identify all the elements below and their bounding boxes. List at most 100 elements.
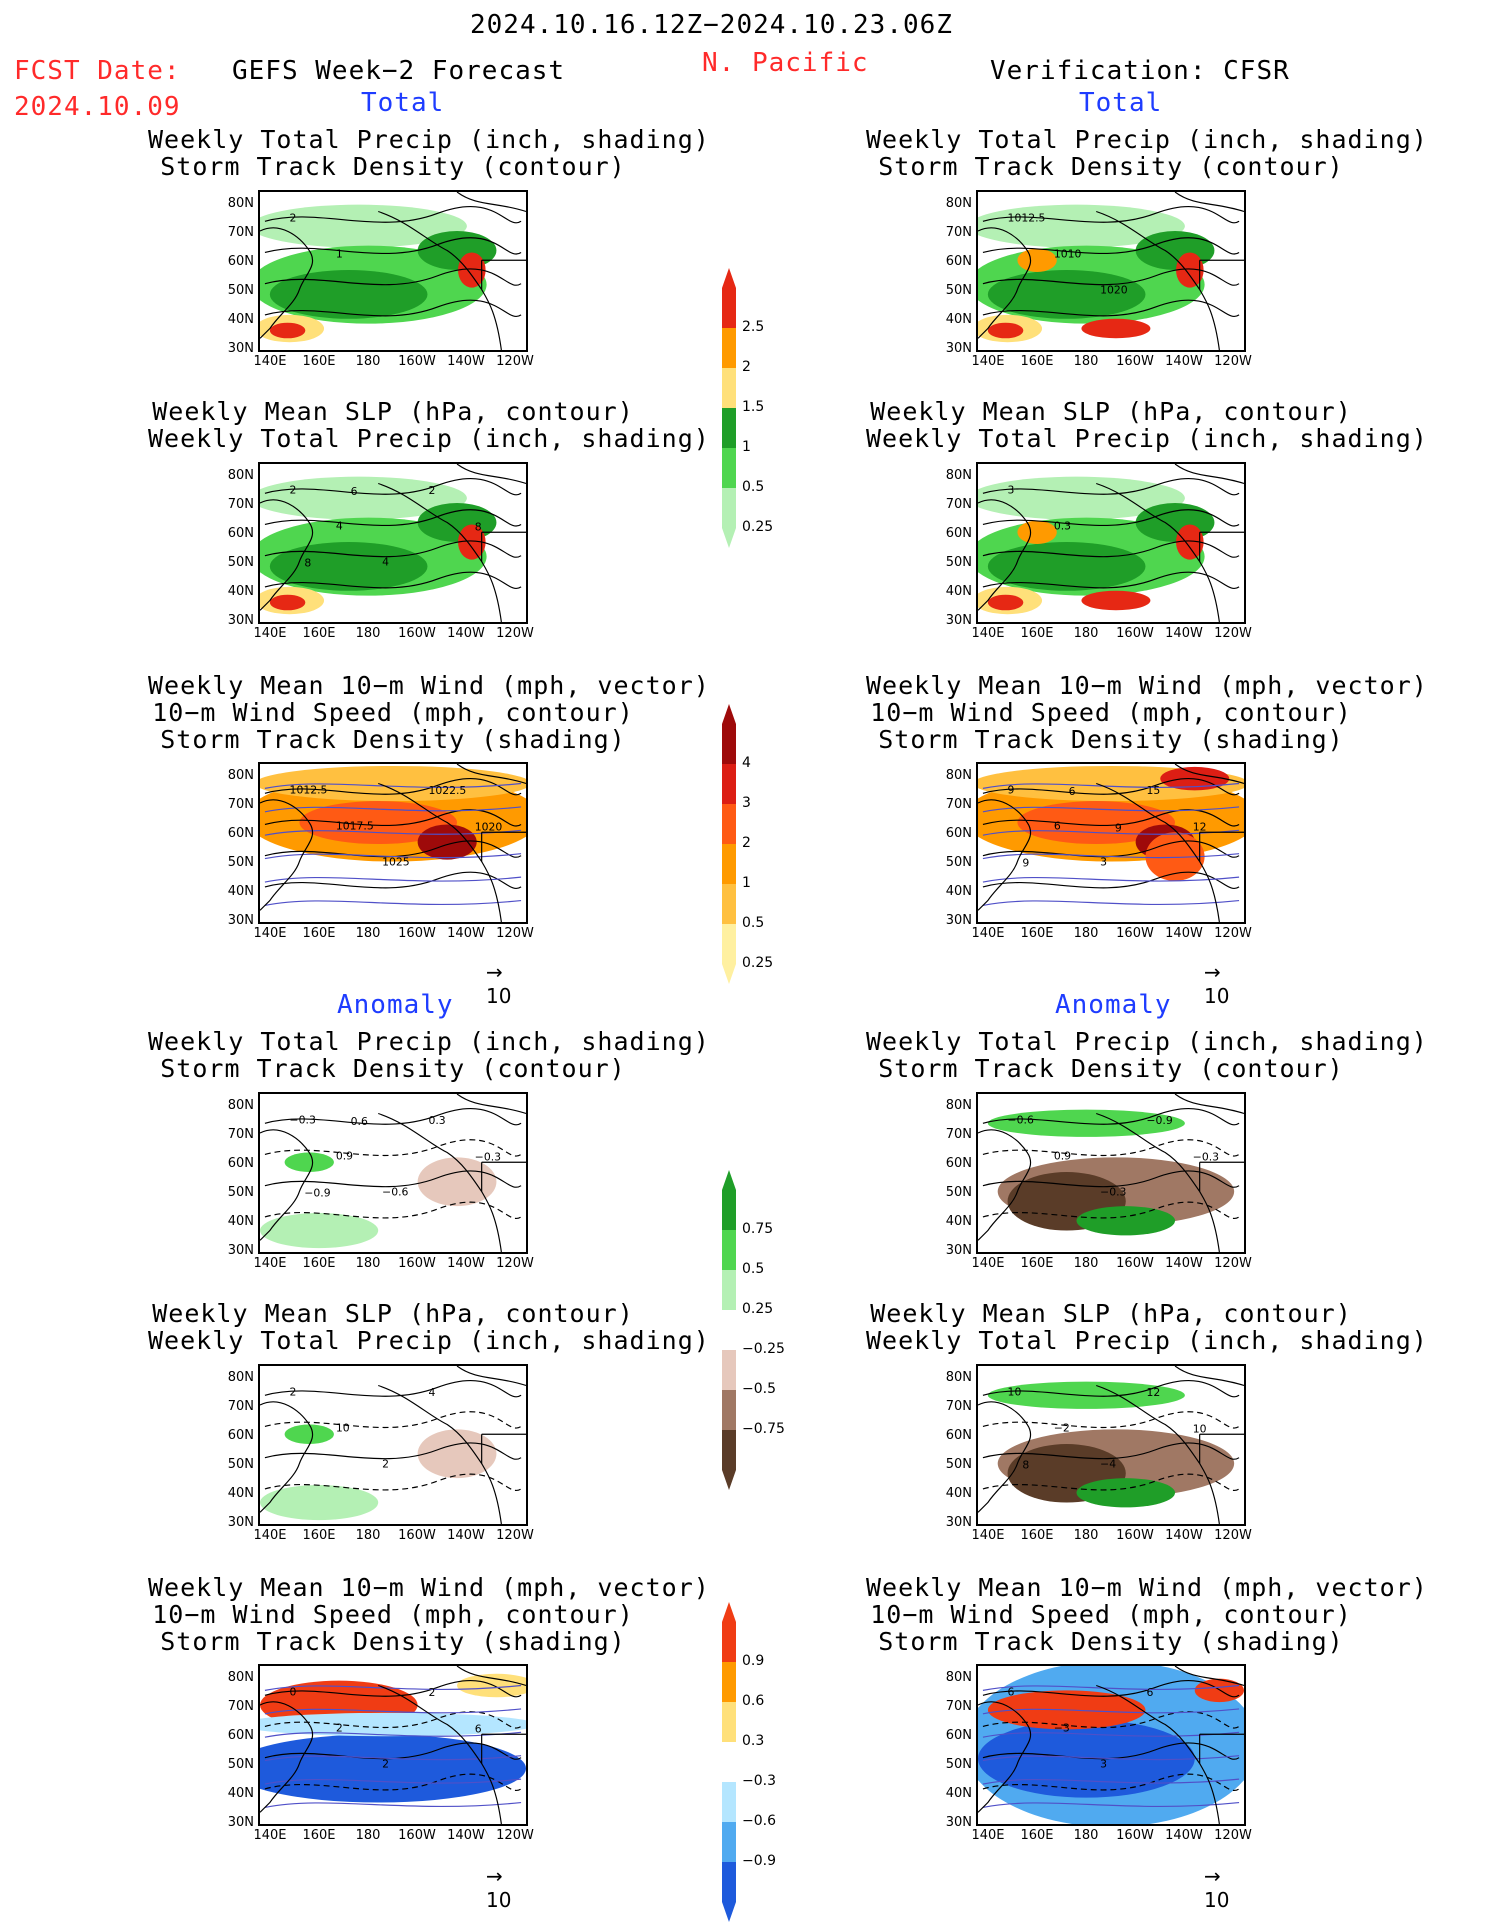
p12-map: 6 −3 3 6 [976, 1664, 1246, 1826]
p11-lat-label: 40N [227, 1786, 254, 1801]
p6-lat-label: 40N [945, 884, 972, 899]
section-total-right: Total [1079, 88, 1163, 118]
p10-lon-label: 140E [971, 1528, 1005, 1543]
p7-contour-label: 0.3 [428, 1114, 445, 1127]
p6-lon-label: 160E [1020, 926, 1054, 941]
p10-lat-label: 50N [945, 1457, 972, 1472]
p1-lon-label: 120W [496, 354, 534, 369]
p11-wind-vector-field [264, 1801, 522, 1808]
p11-title: Weekly Mean 10−m Wind (mph, vector) 10−m … [148, 1574, 709, 1655]
p3-map: 2 4 4 2 8 8 6 [258, 462, 528, 624]
p4-lat-label: 50N [945, 555, 972, 570]
p6-contour-label: 12 [1193, 820, 1207, 833]
p3-contour-label: 8 [475, 520, 482, 533]
p12-wind-vector-field [982, 1801, 1240, 1808]
p12-contour-label: −3 [1054, 1721, 1070, 1734]
colorbar-segment [722, 1390, 736, 1430]
p5-lon-label: 120W [496, 926, 534, 941]
p5-contour [264, 777, 522, 796]
colorbar-label: 4 [742, 755, 751, 771]
p5-coast-asia [260, 799, 314, 911]
p1-contour-label: 1 [336, 247, 343, 260]
p12-contour-label: 3 [1100, 1757, 1107, 1770]
p9-title-line: Weekly Mean SLP (hPa, contour) [152, 1299, 634, 1328]
colorbar-arrow-top [722, 704, 736, 724]
colorbar-segment [722, 884, 736, 924]
p7-lon-label: 140E [253, 1256, 287, 1271]
p5-lat-label: 80N [227, 768, 254, 783]
p10-contour [982, 1442, 1240, 1460]
p10-lat-label: 70N [945, 1399, 972, 1414]
colorbar-segment [722, 1230, 736, 1270]
p1-lon-label: 160W [398, 354, 436, 369]
p1-title: Weekly Total Precip (inch, shading) Storm… [148, 126, 709, 181]
p1-lat-label: 70N [227, 225, 254, 240]
colorbar-segment [722, 1350, 736, 1390]
p7-shade [284, 1152, 334, 1173]
fcst-date-label: FCST Date: [14, 56, 181, 86]
p1-shade [260, 204, 467, 248]
p3-shade [458, 524, 486, 560]
p11-lat-label: 70N [227, 1699, 254, 1714]
section-anomaly-right: Anomaly [1055, 990, 1172, 1020]
p6-title-line: Storm Track Density (shading) [878, 725, 1344, 754]
p5-wind-vector-field [264, 806, 522, 813]
p7-title-line: Storm Track Density (contour) [160, 1054, 626, 1083]
p2-shade [987, 270, 1146, 319]
p7-lat-label: 40N [227, 1214, 254, 1229]
p1-coast-na [378, 210, 502, 350]
p9-lat-label: 50N [227, 1457, 254, 1472]
p1-title-line: Storm Track Density (contour) [160, 152, 626, 181]
p8-lon-label: 140W [1165, 1256, 1203, 1271]
colorbar-label: 0.25 [742, 955, 774, 971]
p6-contour [982, 840, 1240, 858]
p10-lon-label: 140W [1165, 1528, 1203, 1543]
p7-contour-label: 0.6 [351, 1115, 368, 1128]
p12-lat-label: 70N [945, 1699, 972, 1714]
p3-lon-label: 180 [355, 626, 381, 641]
p3-contour-label: 2 [428, 484, 435, 497]
p8-lon-label: 140E [971, 1256, 1005, 1271]
p4-shade [1176, 524, 1204, 560]
p7-contour-label: −0.9 [304, 1186, 330, 1199]
p10-shade [1076, 1478, 1176, 1508]
p2-coast-arctic [1174, 192, 1244, 213]
colorbar-precip-anomaly [722, 1170, 736, 1490]
colorbar-label: 0.5 [742, 479, 765, 495]
colorbar-segment [722, 1782, 736, 1822]
p6-shade [1145, 832, 1205, 882]
p11-contour-label: 2 [428, 1686, 435, 1699]
colorbar-label: 1 [742, 875, 751, 891]
p11-lon-label: 140W [447, 1828, 485, 1843]
p2-lat-label: 60N [945, 254, 972, 269]
p3-lat-label: 80N [227, 468, 254, 483]
p4-lon-label: 160W [1116, 626, 1154, 641]
p3-lon-label: 140W [447, 626, 485, 641]
p1-contour [264, 299, 522, 317]
colorbar-label: 1 [742, 439, 751, 455]
p10-contour-label: 8 [1022, 1458, 1029, 1471]
p5-shade [260, 765, 526, 802]
p5-lat-label: 30N [227, 913, 254, 928]
colorbar-arrow-bottom [722, 528, 736, 548]
p8-map: −0.6 0.9 −0.3 −0.9 −0.3 [976, 1092, 1246, 1254]
p1-lon-label: 160E [302, 354, 336, 369]
p6-lon-label: 140W [1165, 926, 1203, 941]
p11-lat-label: 80N [227, 1670, 254, 1685]
p7-lon-label: 160W [398, 1256, 436, 1271]
colorbar-segment [722, 408, 736, 448]
p8-lat-label: 70N [945, 1127, 972, 1142]
p9-contour [264, 1379, 522, 1398]
p2-border [1199, 259, 1244, 290]
p10-contour-label: 10 [1008, 1385, 1022, 1398]
colorbar-segment [722, 1822, 736, 1862]
p5-map: 1012.5 1017.5 1025 1022.5 1020 [258, 762, 528, 924]
p11-lon-label: 160E [302, 1828, 336, 1843]
p8-lon-label: 120W [1214, 1256, 1252, 1271]
p6-lat-label: 70N [945, 797, 972, 812]
period-title: 2024.10.16.12Z−2024.10.23.06Z [470, 10, 953, 40]
p9-lat-label: 80N [227, 1370, 254, 1385]
p7-lon-label: 180 [355, 1256, 381, 1271]
p1-contour [264, 268, 522, 286]
